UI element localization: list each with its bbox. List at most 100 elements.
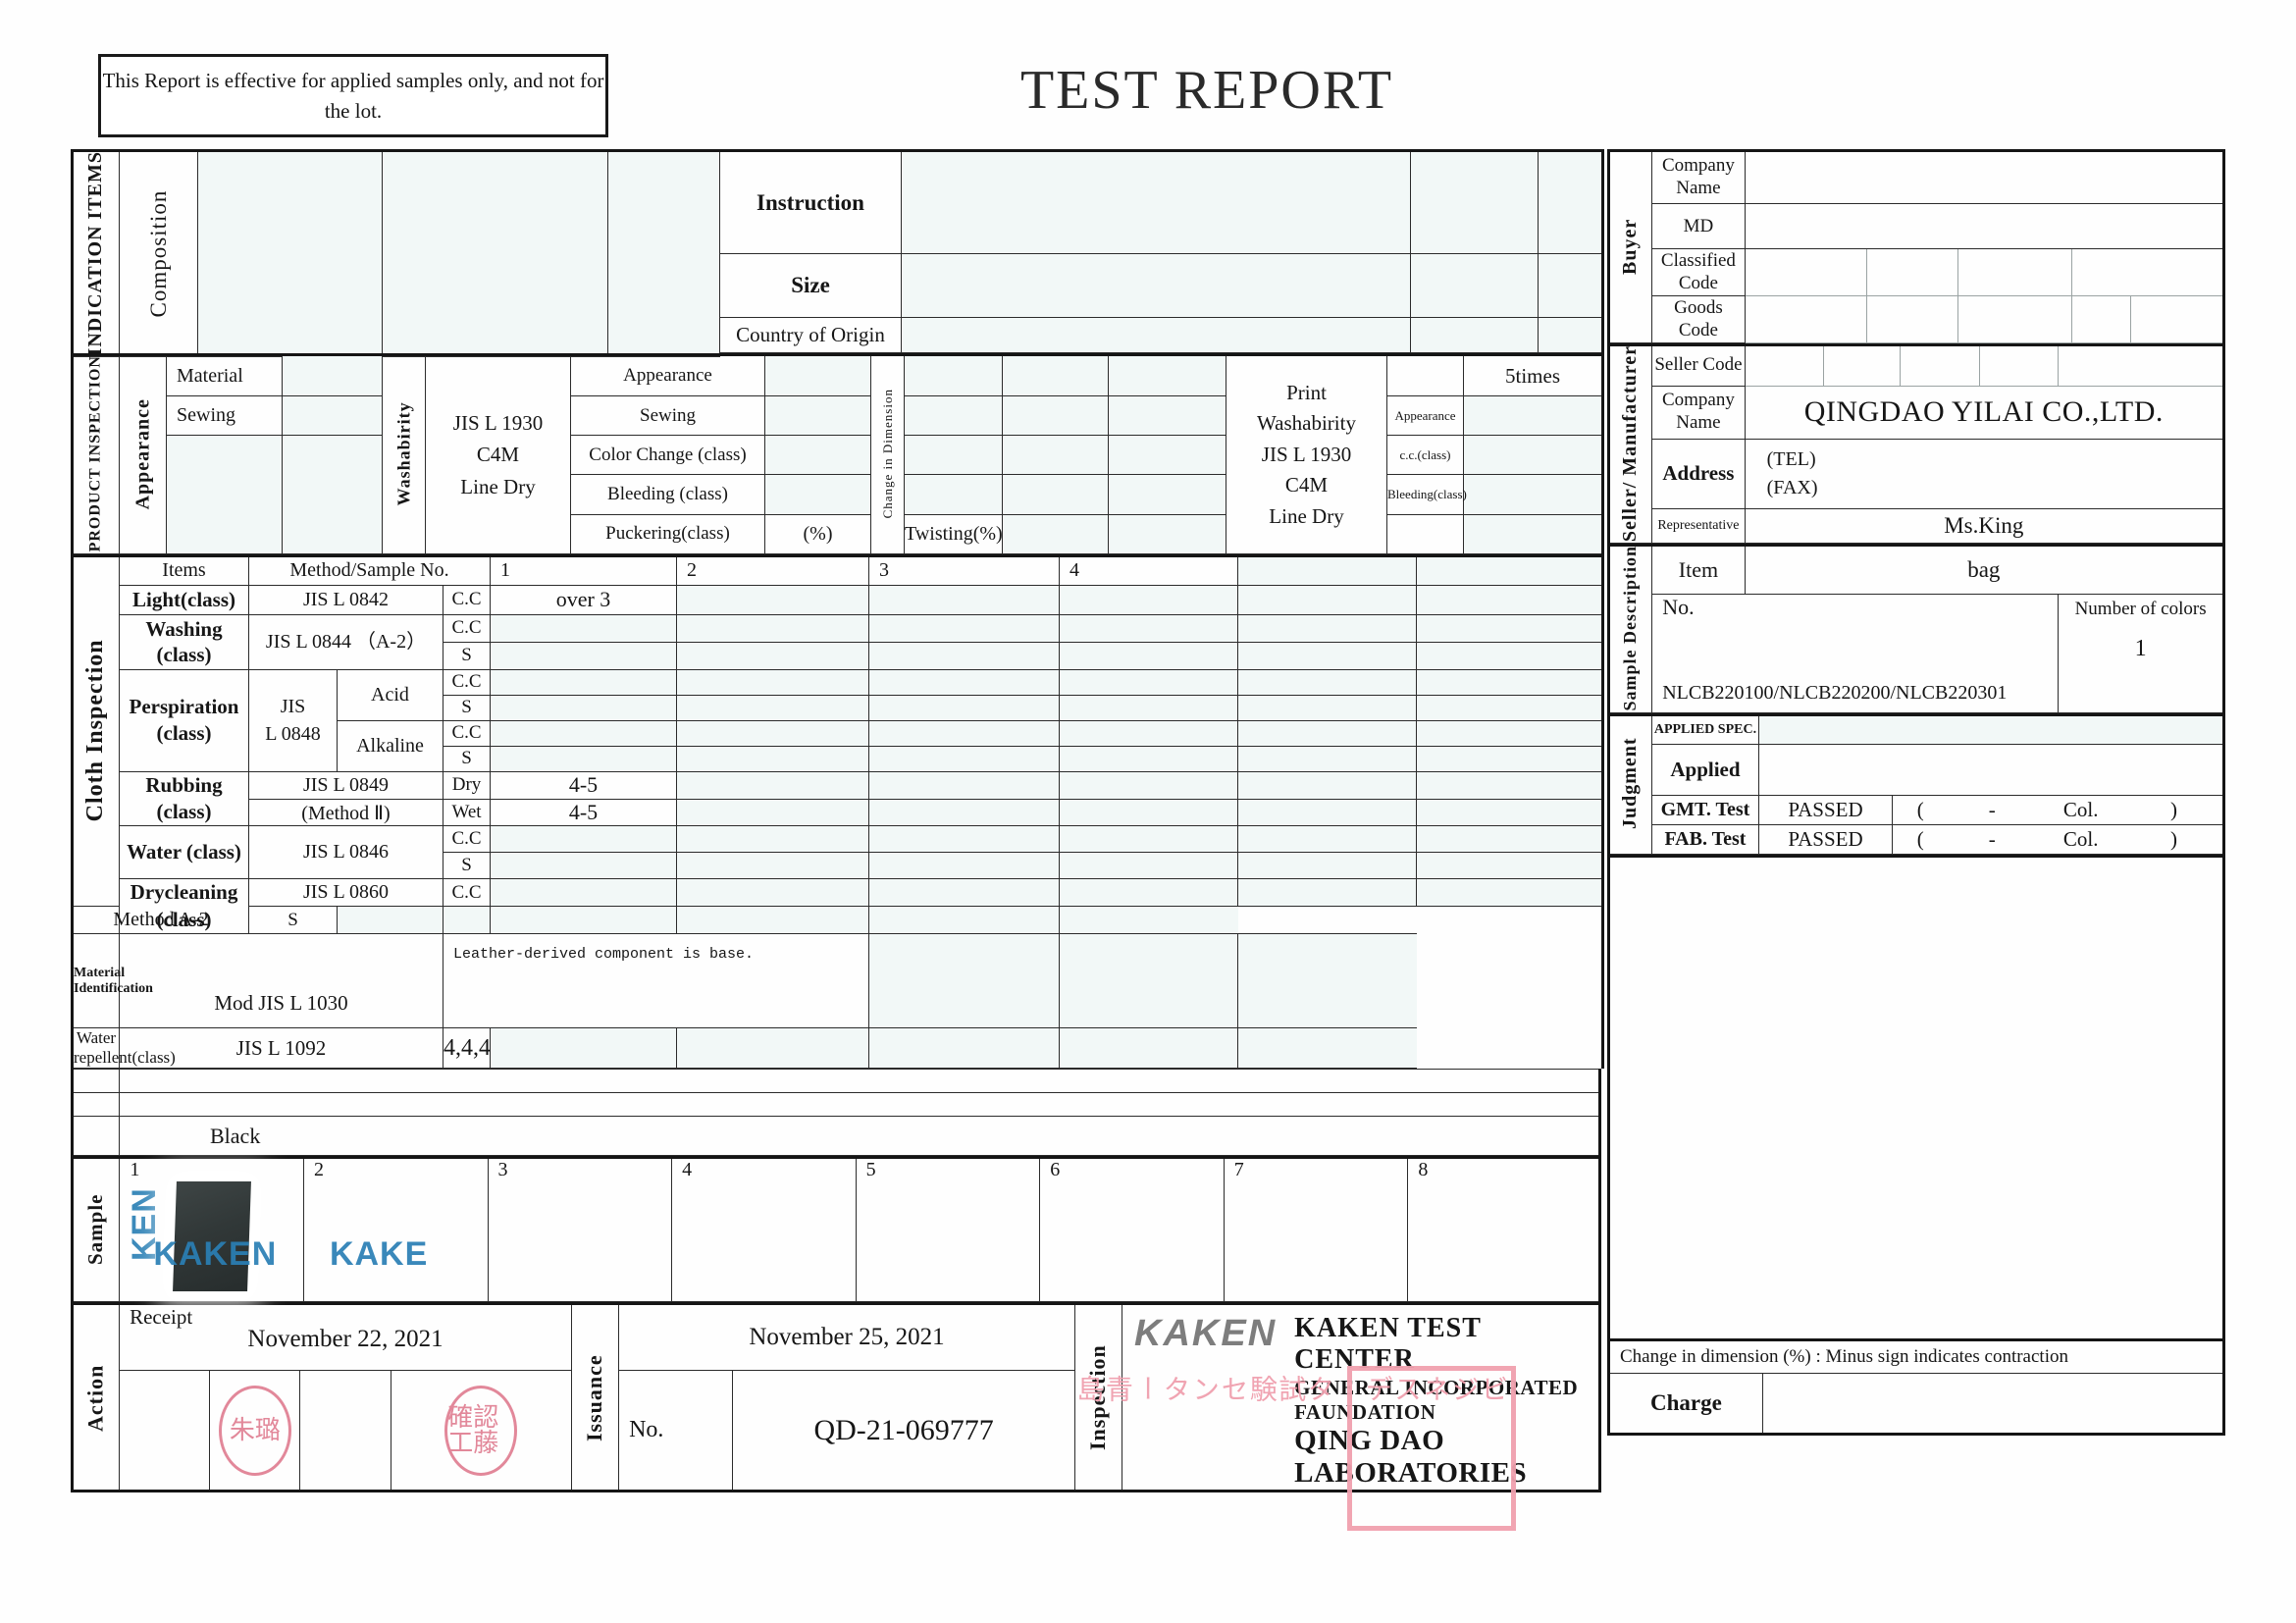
seller-company-name-value[interactable]: QINGDAO YILAI CO.,LTD.: [1744, 385, 2224, 440]
print-value-blank[interactable]: [1463, 513, 1603, 554]
row-value-rubbing-wet[interactable]: 4-5: [490, 798, 677, 827]
row-value-dry-cc-5[interactable]: [1237, 878, 1417, 908]
row-value-acid-s-1[interactable]: [490, 694, 677, 721]
goods-code-cell-1[interactable]: [1744, 295, 1868, 343]
row-value-light-3[interactable]: [868, 584, 1060, 615]
row-value-washing-cc-4[interactable]: [1059, 613, 1238, 643]
classified-code-cell-4[interactable]: [2071, 248, 2224, 296]
material-value[interactable]: [282, 353, 383, 397]
sample-cell-6[interactable]: 6: [1039, 1157, 1225, 1303]
row-value-alkaline-s-3[interactable]: [868, 745, 1060, 772]
row-value-water-cc-3[interactable]: [868, 825, 1060, 854]
dim-cell-1[interactable]: [904, 353, 1003, 397]
row-value-rubbing-wet-2[interactable]: [676, 798, 869, 827]
country-of-origin-value-cell[interactable]: [901, 317, 1411, 354]
print-value-cc[interactable]: [1463, 435, 1603, 476]
wr-extra-2[interactable]: [676, 1027, 869, 1070]
row-value-alkaline-cc-2[interactable]: [676, 719, 869, 747]
row-value-water-s-5[interactable]: [1237, 852, 1417, 880]
seller-code-cell-5[interactable]: [2058, 344, 2224, 387]
sample-cell-8[interactable]: 8: [1407, 1157, 1600, 1303]
wr-extra-1[interactable]: [490, 1027, 677, 1070]
dim-cell-13[interactable]: [1002, 513, 1109, 554]
report-no-value[interactable]: QD-21-069777: [732, 1370, 1075, 1492]
row-value-dry-s-3[interactable]: [490, 906, 677, 935]
row-value-rubbing-wet-6[interactable]: [1416, 798, 1603, 827]
dim-cell-3[interactable]: [1108, 353, 1226, 397]
row-value-dry-s-1[interactable]: [337, 906, 444, 935]
row-value-light-2[interactable]: [676, 584, 869, 615]
row-value-washing-s-3[interactable]: [868, 641, 1060, 670]
row-value-dry-cc-2[interactable]: [676, 878, 869, 908]
appearance-extra-5[interactable]: [166, 514, 283, 554]
row-value-acid-s-5[interactable]: [1237, 694, 1417, 721]
row-value-light-6[interactable]: [1416, 584, 1603, 615]
instruction-value-cell[interactable]: [901, 149, 1411, 255]
action-stamp-cell-4[interactable]: 確認 工藤: [390, 1370, 572, 1492]
print-value-bleeding[interactable]: [1463, 474, 1603, 515]
size-value-cell[interactable]: [901, 253, 1411, 319]
sub-value-sewing[interactable]: [764, 395, 871, 437]
size-extra-cell-2[interactable]: [1538, 253, 1603, 319]
wr-extra-4[interactable]: [1059, 1027, 1238, 1070]
sub-value-color-change[interactable]: [764, 435, 871, 476]
row-value-water-cc-6[interactable]: [1416, 825, 1603, 854]
composition-extra-cell[interactable]: [382, 149, 608, 358]
row-value-rubbing-dry-6[interactable]: [1416, 770, 1603, 800]
row-value-alkaline-s-4[interactable]: [1059, 745, 1238, 772]
blank-strip-2[interactable]: [119, 1092, 1600, 1118]
row-value-acid-cc-2[interactable]: [676, 668, 869, 696]
sample-col-extra-2[interactable]: [1416, 554, 1603, 586]
row-value-dry-s-5[interactable]: [868, 906, 1060, 935]
row-value-light-4[interactable]: [1059, 584, 1238, 615]
size-extra-cell[interactable]: [1410, 253, 1539, 319]
sample-cell-5[interactable]: 5: [855, 1157, 1041, 1303]
row-value-water-cc-4[interactable]: [1059, 825, 1238, 854]
row-value-alkaline-s-1[interactable]: [490, 745, 677, 772]
row-value-alkaline-s-5[interactable]: [1237, 745, 1417, 772]
dim-cell-10[interactable]: [904, 474, 1003, 515]
row-value-washing-cc-2[interactable]: [676, 613, 869, 643]
classified-code-cell-2[interactable]: [1866, 248, 1958, 296]
composition-extra-cell-2[interactable]: [607, 149, 720, 358]
goods-code-cell-4[interactable]: [2071, 295, 2132, 343]
dim-cell-9[interactable]: [1108, 435, 1226, 476]
right-blank-area[interactable]: [1609, 856, 2224, 1338]
action-stamp-cell-1[interactable]: [119, 1370, 211, 1492]
row-value-water-cc-5[interactable]: [1237, 825, 1417, 854]
sub-value-bleeding[interactable]: [764, 474, 871, 515]
seller-code-cell-4[interactable]: [1978, 344, 2060, 387]
sample-cell-3[interactable]: 3: [487, 1157, 673, 1303]
dim-cell-12[interactable]: [1108, 474, 1226, 515]
goods-code-cell-2[interactable]: [1866, 295, 1958, 343]
dim-cell-5[interactable]: [1002, 395, 1109, 437]
dim-cell-14[interactable]: [1108, 513, 1226, 554]
wr-extra-5[interactable]: [1237, 1027, 1417, 1070]
buyer-company-name-value[interactable]: [1744, 150, 2224, 204]
classified-code-cell-1[interactable]: [1744, 248, 1868, 296]
row-value-washing-s-1[interactable]: [490, 641, 677, 670]
row-value-water-s-6[interactable]: [1416, 852, 1603, 880]
row-value-washing-cc-5[interactable]: [1237, 613, 1417, 643]
row-value-alkaline-cc-6[interactable]: [1416, 719, 1603, 747]
row-value-acid-cc-4[interactable]: [1059, 668, 1238, 696]
goods-code-cell-3[interactable]: [1957, 295, 2073, 343]
row-value-water-cc-2[interactable]: [676, 825, 869, 854]
sample-cell-1[interactable]: 1 KAKEN: [119, 1157, 304, 1303]
wr-extra-3[interactable]: [868, 1027, 1060, 1070]
row-value-acid-s-3[interactable]: [868, 694, 1060, 721]
applied-value[interactable]: [1757, 743, 2224, 796]
row-value-washing-s-6[interactable]: [1416, 641, 1603, 670]
row-value-rubbing-wet-4[interactable]: [1059, 798, 1238, 827]
row-value-washing-s-5[interactable]: [1237, 641, 1417, 670]
row-value-water-s-3[interactable]: [868, 852, 1060, 880]
dim-cell-8[interactable]: [1002, 435, 1109, 476]
appearance-extra-4[interactable]: [282, 474, 383, 515]
row-value-rubbing-dry-3[interactable]: [868, 770, 1060, 800]
instruction-extra-cell-2[interactable]: [1538, 149, 1603, 255]
appearance-extra-1[interactable]: [166, 435, 283, 475]
blank-strip-1[interactable]: [119, 1069, 1600, 1094]
color-row-value[interactable]: Black: [119, 1116, 1600, 1157]
row-value-dry-s-4[interactable]: [676, 906, 869, 935]
row-value-rubbing-dry-2[interactable]: [676, 770, 869, 800]
